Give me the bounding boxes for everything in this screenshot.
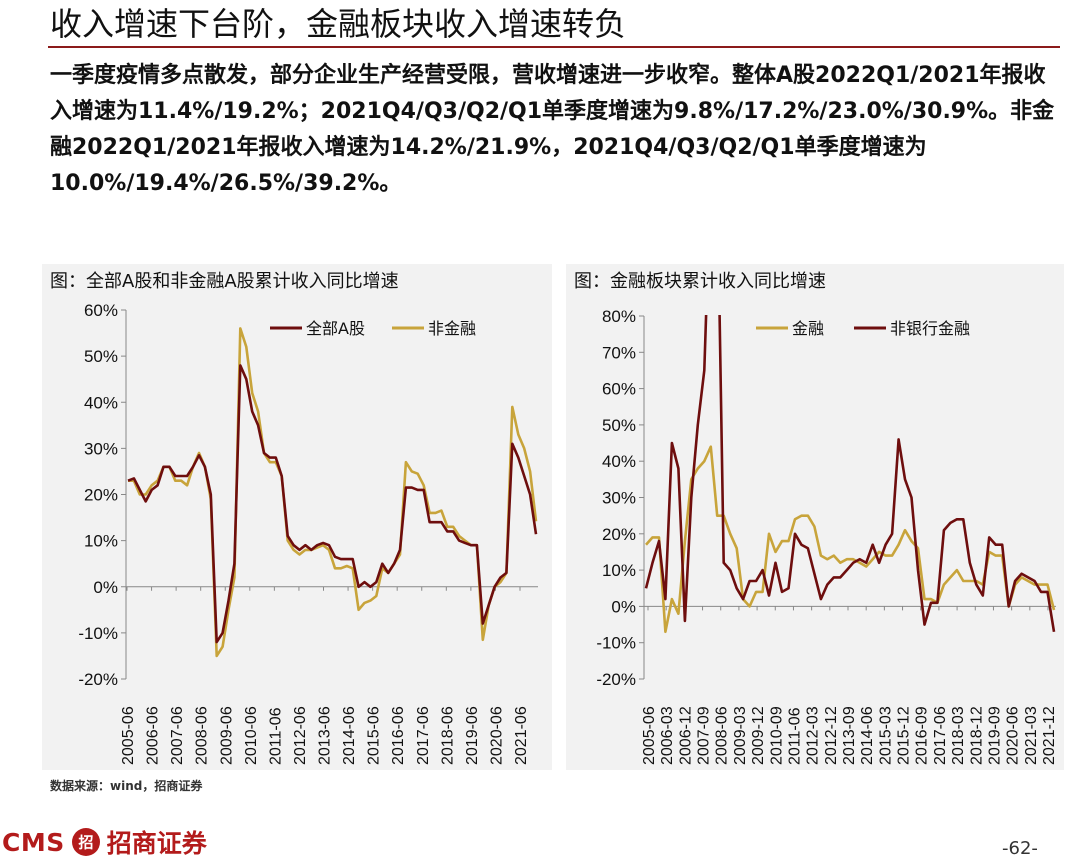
x-tick-label: 2018-06 bbox=[439, 706, 456, 765]
x-tick-label: 2021-03 bbox=[1023, 706, 1040, 765]
x-tick-label: 2009-12 bbox=[750, 706, 767, 765]
x-tick-label: 2018-12 bbox=[968, 706, 985, 765]
y-tick-label: 0% bbox=[611, 597, 636, 616]
series-line-1 bbox=[128, 327, 538, 658]
x-tick-label: 2020-06 bbox=[488, 706, 505, 765]
chart-title: 图：金融板块累计收入同比增速 bbox=[574, 271, 826, 292]
x-tick-label: 2015-06 bbox=[366, 706, 383, 765]
chart-panel-financials: 图：金融板块累计收入同比增速 -20% -10% 0% 10% 20% 30% 40% 50%… bbox=[566, 264, 1064, 770]
y-tick-label: 50% bbox=[84, 347, 118, 366]
x-tick-label: 2016-09 bbox=[914, 706, 931, 765]
x-tick-label: 2017-06 bbox=[415, 706, 432, 765]
x-tick-label: 2012-06 bbox=[292, 706, 309, 765]
x-tick-label: 2009-03 bbox=[732, 706, 749, 765]
x-tick-label: 2011-06 bbox=[786, 707, 803, 765]
series-line-1 bbox=[644, 315, 1056, 633]
revenue-growth-chart-a-shares: -20% -10% 0% 10% 20% 30% 40% 50% 60% 2005-06 2006-… bbox=[78, 301, 538, 765]
x-tick-label: 2009-06 bbox=[218, 706, 235, 765]
y-tick-label: 30% bbox=[602, 489, 636, 508]
x-tick-label: 2015-03 bbox=[877, 706, 894, 765]
y-tick-label: 80% bbox=[602, 307, 636, 326]
y-tick-label: -10% bbox=[78, 624, 118, 643]
logo-badge-text: 招 bbox=[78, 834, 93, 852]
x-tick-label: 2012-12 bbox=[823, 706, 840, 765]
summary-paragraph: 一季度疫情多点散发，部分企业生产经营受限，营收增速进一步收窄。整体A股2022Q… bbox=[50, 63, 1055, 196]
cms-logo: CMS 招 招商证券 bbox=[2, 824, 207, 860]
legend-label: 金融 bbox=[792, 319, 824, 338]
x-tick-label: 2018-03 bbox=[950, 706, 967, 765]
x-tick-label: 2010-06 bbox=[243, 706, 260, 765]
x-tick-label: 2008-06 bbox=[714, 706, 731, 765]
x-tick-label: 2006-03 bbox=[659, 706, 676, 765]
y-tick-label: -10% bbox=[596, 634, 636, 653]
y-tick-label: 20% bbox=[602, 525, 636, 544]
x-tick-label: 2008-06 bbox=[194, 706, 211, 765]
x-tick-label: 2007-06 bbox=[169, 706, 186, 765]
y-tick-label: 10% bbox=[84, 532, 118, 551]
logo-company-name: 招商证券 bbox=[106, 829, 207, 858]
y-tick-label: 10% bbox=[602, 561, 636, 580]
x-tick-label: 2013-09 bbox=[841, 706, 858, 765]
revenue-growth-chart-financials: -20% -10% 0% 10% 20% 30% 40% 50% 60% 70% 80% 2005-0… bbox=[596, 307, 1058, 765]
x-tick-label: 2021-06 bbox=[513, 706, 530, 765]
data-source-note: 数据来源：wind，招商证券 bbox=[50, 779, 203, 793]
x-tick-label: 2013-06 bbox=[317, 706, 334, 765]
chart-title: 图：全部A股和非金融A股累计收入同比增速 bbox=[50, 271, 399, 292]
series-line-0 bbox=[127, 364, 538, 644]
x-tick-label: 2014-06 bbox=[859, 706, 876, 765]
page-title: 收入增速下台阶，金融板块收入增速转负 bbox=[50, 5, 627, 43]
series-line-0 bbox=[645, 445, 1056, 634]
x-tick-label: 2012-03 bbox=[805, 706, 822, 765]
x-tick-label: 2005-06 bbox=[120, 706, 137, 765]
x-tick-label: 2011-06 bbox=[267, 707, 284, 765]
y-tick-label: 60% bbox=[602, 380, 636, 399]
y-tick-label: 0% bbox=[93, 578, 118, 597]
y-tick-label: 50% bbox=[602, 416, 636, 435]
cms-badge-icon: 招 bbox=[71, 828, 100, 856]
x-tick-label: 2016-06 bbox=[390, 706, 407, 765]
x-tick-label: 2020-06 bbox=[1005, 706, 1022, 765]
y-tick-label: -20% bbox=[78, 670, 118, 689]
y-tick-label: 70% bbox=[602, 343, 636, 362]
x-tick-label: 2005-06 bbox=[641, 706, 658, 765]
x-tick-label: 2019-09 bbox=[986, 706, 1003, 765]
y-tick-label: 30% bbox=[84, 439, 118, 458]
legend-label: 全部A股 bbox=[306, 319, 365, 338]
x-tick-label: 2010-09 bbox=[768, 706, 785, 765]
y-tick-label: -20% bbox=[596, 670, 636, 689]
x-tick-label: 2007-09 bbox=[696, 706, 713, 765]
x-tick-label: 2021-12 bbox=[1041, 706, 1058, 765]
legend-label: 非银行金融 bbox=[890, 319, 970, 338]
y-tick-label: 20% bbox=[84, 486, 118, 505]
x-tick-label: 2006-12 bbox=[677, 706, 694, 765]
page-number: -62- bbox=[1002, 838, 1038, 859]
x-tick-label: 2017-06 bbox=[932, 706, 949, 765]
legend-label: 非金融 bbox=[428, 319, 476, 338]
x-tick-label: 2015-12 bbox=[896, 706, 913, 765]
y-tick-label: 40% bbox=[84, 393, 118, 412]
y-tick-label: 60% bbox=[84, 301, 118, 320]
y-tick-label: 40% bbox=[602, 452, 636, 471]
title-divider bbox=[48, 46, 1060, 48]
x-tick-label: 2006-06 bbox=[145, 706, 162, 765]
chart-panel-all-a-shares: 图：全部A股和非金融A股累计收入同比增速 -20% -10% 0% 10% 20% 30%… bbox=[42, 264, 552, 770]
x-tick-label: 2019-06 bbox=[464, 706, 481, 765]
logo-wordmark: CMS bbox=[2, 827, 65, 857]
x-tick-label: 2014-06 bbox=[341, 706, 358, 765]
